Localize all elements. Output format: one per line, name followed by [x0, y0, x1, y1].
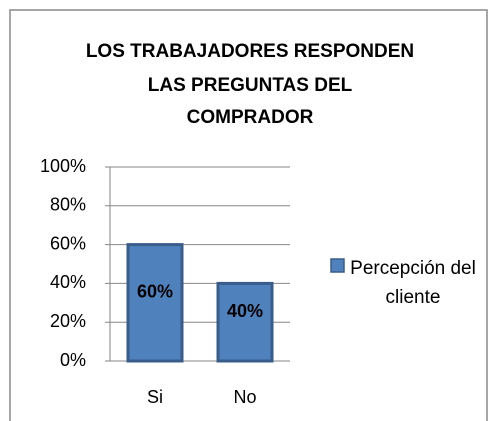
value-label: 40% — [227, 301, 263, 321]
y-tick-label: 20% — [50, 311, 86, 331]
chart-frame — [9, 9, 488, 421]
chart-title: LOS TRABAJADORES RESPONDEN — [86, 41, 414, 62]
chart-title: LAS PREGUNTAS DEL — [148, 75, 353, 96]
x-tick-label: Si — [147, 387, 163, 407]
legend-label: Percepción del cliente — [350, 258, 476, 308]
y-tick-label: 60% — [50, 233, 86, 253]
x-tick-label: No — [233, 387, 256, 407]
value-label: 60% — [137, 282, 173, 302]
y-tick-label: 100% — [40, 156, 86, 176]
legend-swatch — [330, 258, 345, 273]
y-tick-label: 0% — [60, 350, 86, 370]
bar — [216, 281, 274, 363]
y-tick-label: 40% — [50, 272, 86, 292]
y-tick-label: 80% — [50, 195, 86, 215]
bar — [126, 243, 184, 363]
chart-title: COMPRADOR — [187, 107, 314, 128]
